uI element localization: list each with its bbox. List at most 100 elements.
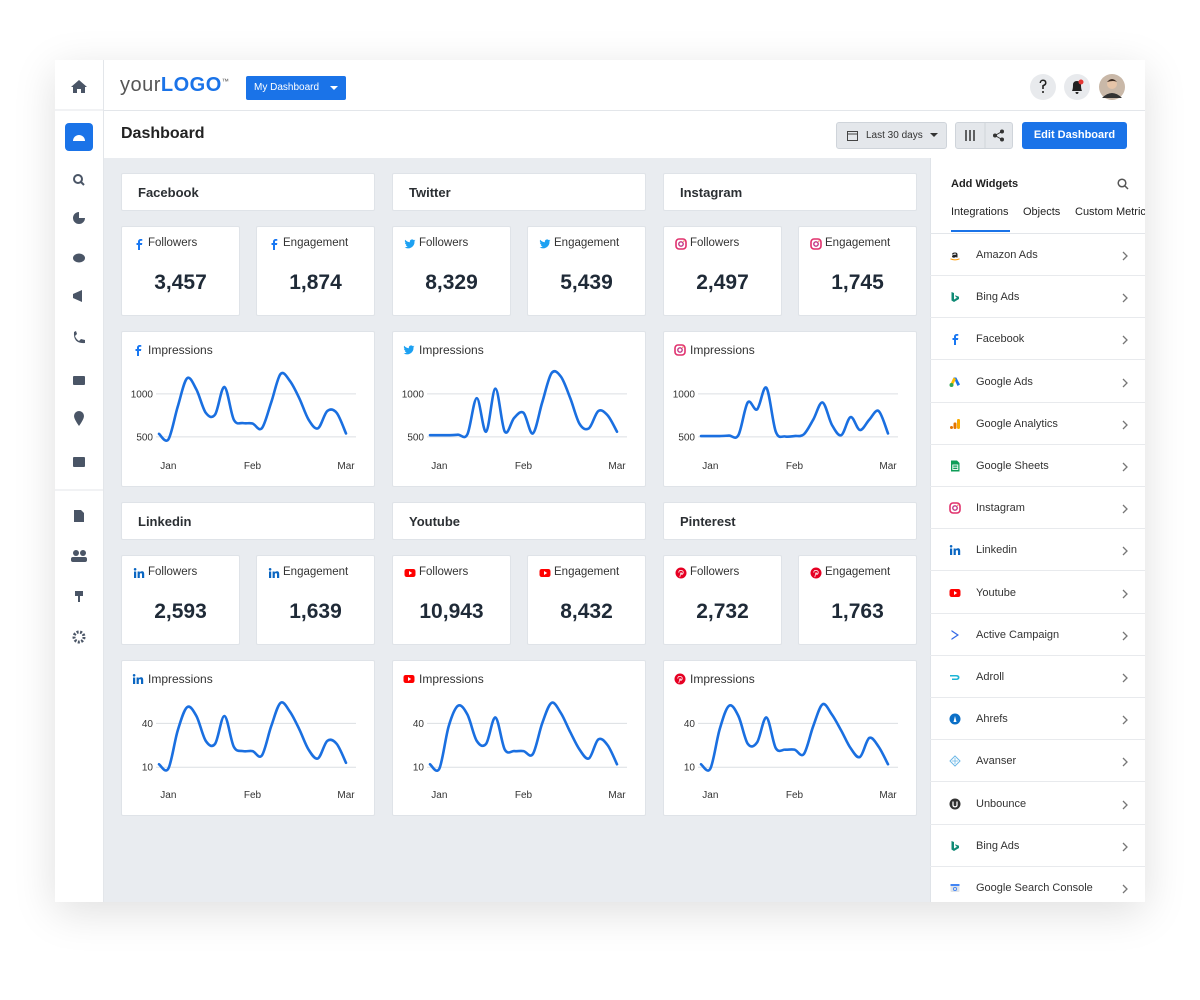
chevron-shape	[1122, 462, 1128, 472]
icon	[674, 344, 686, 356]
avatar-hair	[1107, 79, 1117, 82]
gauge	[73, 135, 85, 141]
integration-row[interactable]: Ahrefs	[930, 698, 1145, 741]
y-tick-label: 10	[413, 763, 425, 774]
icon	[675, 238, 687, 250]
icon	[136, 239, 143, 250]
icon	[950, 252, 960, 261]
stat-label: Engagement	[283, 237, 349, 249]
integration-row[interactable]: Unbounce	[930, 783, 1145, 825]
chevron	[1122, 589, 1128, 599]
chevron	[1122, 504, 1128, 514]
icon	[403, 345, 415, 355]
icon	[404, 569, 416, 577]
icon-shape	[678, 241, 684, 247]
icon-shape	[674, 344, 686, 356]
mail-icon[interactable]	[73, 376, 85, 385]
stat-card: Followers 2,732	[663, 555, 782, 645]
icon-shape	[133, 568, 137, 571]
x-tick-label: Mar	[608, 461, 626, 472]
icon-shape	[813, 570, 819, 578]
x-tick-label: Feb	[515, 790, 533, 801]
icon-shape	[675, 238, 687, 250]
home-icon[interactable]	[71, 80, 87, 93]
integration-row[interactable]: Google Search Console	[930, 867, 1145, 902]
pie-icon[interactable]	[73, 212, 85, 224]
chart-card: Impressions 10 40 Jan Feb Mar	[663, 660, 917, 816]
integration-row[interactable]: Amazon Ads	[930, 234, 1145, 276]
icon-shape	[952, 505, 958, 512]
integration-row[interactable]: Active Campaign	[930, 614, 1145, 656]
share-button[interactable]	[993, 129, 1004, 142]
icon	[949, 713, 961, 725]
icon	[268, 568, 280, 578]
widget-sidebar	[930, 158, 1145, 902]
search-icon[interactable]	[73, 174, 83, 184]
date-range-label: Last 30 days	[866, 130, 923, 141]
app-layer: yourLOGO™ My Dashboard Dashboard Last 30…	[55, 60, 1145, 902]
integration-row[interactable]: Linkedin	[930, 529, 1145, 572]
file-icon[interactable]	[74, 510, 84, 522]
icon	[539, 239, 551, 249]
sidebar-tab[interactable]: Objects	[1023, 206, 1061, 218]
dashboard-dropdown[interactable]: My Dashboard	[246, 76, 346, 100]
plug-icon[interactable]	[75, 591, 83, 602]
icon	[949, 377, 960, 387]
x-tick-label: Feb	[786, 790, 804, 801]
icon-shape	[135, 345, 142, 356]
sidebar-tab[interactable]: Integrations	[951, 206, 1009, 218]
x-tick-label: Jan	[431, 461, 447, 472]
icon	[949, 798, 961, 810]
chevron	[1122, 631, 1128, 641]
date-range-picker[interactable]: Last 30 days	[836, 122, 947, 149]
stat-label: Followers	[690, 237, 740, 249]
logo-your: your	[120, 74, 161, 96]
sidebar-tab[interactable]: Custom Metrics	[1075, 206, 1145, 218]
users-icon[interactable]	[73, 550, 79, 556]
sidebar-search[interactable]	[1117, 178, 1129, 190]
settings-icon[interactable]	[72, 630, 86, 644]
megaphone-icon[interactable]	[73, 290, 82, 302]
impressions-chart: 500 1000 Jan Feb Mar	[673, 386, 898, 472]
chart-card: Impressions 500 1000 Jan Feb Mar	[663, 331, 917, 487]
page-title: Dashboard	[121, 125, 205, 142]
integration-name: Avanser	[976, 755, 1017, 768]
integration-row[interactable]: Instagram	[930, 487, 1145, 530]
icon-shape	[957, 504, 959, 507]
icon-shape	[409, 571, 413, 575]
stat-card: Followers 2,497	[663, 226, 782, 316]
location-icon[interactable]	[74, 411, 84, 426]
filter-button[interactable]	[965, 130, 975, 141]
chart-title: Impressions	[419, 343, 484, 357]
icon-shape	[952, 252, 958, 258]
integration-row[interactable]: Adroll	[930, 656, 1145, 698]
integration-row[interactable]: Avanser	[930, 740, 1145, 783]
integration-row[interactable]: Google Ads	[930, 361, 1145, 403]
bag-icon[interactable]	[73, 457, 85, 467]
caret	[330, 86, 338, 90]
icon	[271, 239, 278, 250]
integration-row[interactable]: Facebook	[930, 318, 1145, 361]
icon-shape	[950, 425, 953, 429]
chart-card: Impressions 10 40 Jan Feb Mar	[121, 660, 375, 816]
icon-shape	[133, 677, 136, 684]
x-tick-label: Jan	[160, 790, 176, 801]
stat-value: 3,457	[154, 271, 207, 294]
integration-row[interactable]: Bing Ads	[930, 825, 1145, 867]
stat-label: Followers	[148, 566, 198, 578]
integration-row[interactable]: Google Sheets	[930, 445, 1145, 487]
integration-row[interactable]: Youtube	[930, 572, 1145, 614]
icon	[951, 292, 959, 303]
platform-header: Linkedin	[121, 502, 375, 540]
stat-card: Engagement 5,439	[527, 226, 646, 316]
phone-icon[interactable]	[73, 331, 85, 344]
edit-dashboard-button[interactable]: Edit Dashboard	[1022, 122, 1127, 149]
icon-shape	[678, 570, 684, 578]
icon-shape	[271, 239, 278, 250]
icon-shape	[951, 629, 959, 640]
chat-icon[interactable]	[73, 253, 85, 263]
integration-row[interactable]: Google Analytics	[930, 403, 1145, 445]
platform-name: Pinterest	[680, 514, 736, 529]
integration-row[interactable]: Bing Ads	[930, 276, 1145, 319]
